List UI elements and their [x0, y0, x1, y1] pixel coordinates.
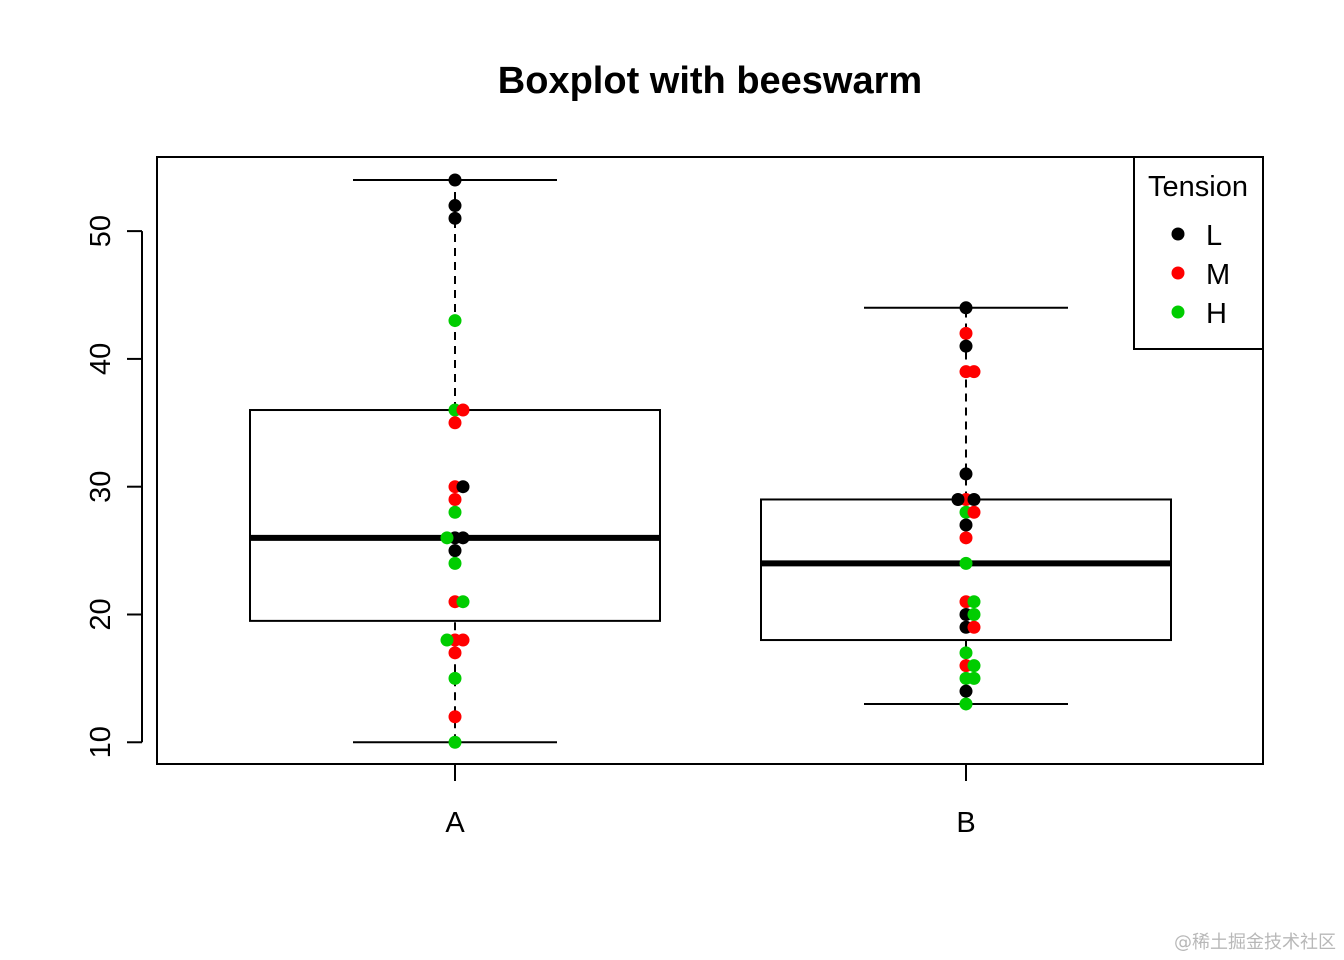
data-point — [456, 403, 470, 417]
data-point — [959, 531, 973, 545]
data-point — [967, 505, 981, 519]
legend-label-m: M — [1206, 259, 1230, 291]
data-point — [456, 633, 470, 647]
data-point — [448, 556, 462, 570]
data-point — [967, 595, 981, 609]
data-point — [959, 326, 973, 340]
data-point — [448, 710, 462, 724]
data-point — [959, 518, 973, 532]
data-point — [448, 211, 462, 225]
legend-marker-l — [1171, 227, 1185, 241]
data-point — [448, 416, 462, 430]
data-point — [448, 314, 462, 328]
x-tick-label: B — [956, 807, 975, 839]
data-point — [959, 556, 973, 570]
data-point — [456, 480, 470, 494]
y-tick-label: 10 — [85, 726, 117, 758]
legend-label-h: H — [1206, 298, 1227, 330]
data-point — [967, 492, 981, 506]
y-tick-label: 30 — [85, 471, 117, 503]
watermark: @稀土掘金技术社区 — [1174, 932, 1336, 953]
data-point — [967, 365, 981, 379]
data-point — [959, 684, 973, 698]
plot-frame — [156, 156, 1264, 765]
legend-marker-m — [1171, 266, 1185, 280]
y-tick-label: 50 — [85, 215, 117, 247]
data-point — [448, 544, 462, 558]
data-point — [967, 620, 981, 634]
legend-marker-h — [1171, 305, 1185, 319]
data-point — [448, 173, 462, 187]
data-point — [959, 301, 973, 315]
legend-label-l: L — [1206, 220, 1222, 252]
data-point — [448, 646, 462, 660]
data-point — [440, 633, 454, 647]
data-point — [959, 697, 973, 711]
data-point — [448, 492, 462, 506]
data-point — [959, 467, 973, 481]
data-point — [959, 339, 973, 353]
data-point — [448, 735, 462, 749]
chart-title: Boxplot with beeswarm — [498, 60, 922, 102]
data-point — [967, 671, 981, 685]
data-point — [448, 199, 462, 213]
y-tick-label: 20 — [85, 598, 117, 630]
data-point — [967, 607, 981, 621]
data-point — [967, 659, 981, 673]
legend-box — [1133, 156, 1264, 350]
data-point — [440, 531, 454, 545]
data-point — [456, 531, 470, 545]
data-point — [456, 595, 470, 609]
legend-title: Tension — [1148, 171, 1248, 203]
data-point — [448, 671, 462, 685]
data-point — [448, 505, 462, 519]
y-tick-label: 40 — [85, 343, 117, 375]
legend: Tension LMH — [1133, 156, 1264, 350]
data-point — [951, 492, 965, 506]
x-tick-label: A — [445, 807, 465, 839]
data-point — [959, 646, 973, 660]
